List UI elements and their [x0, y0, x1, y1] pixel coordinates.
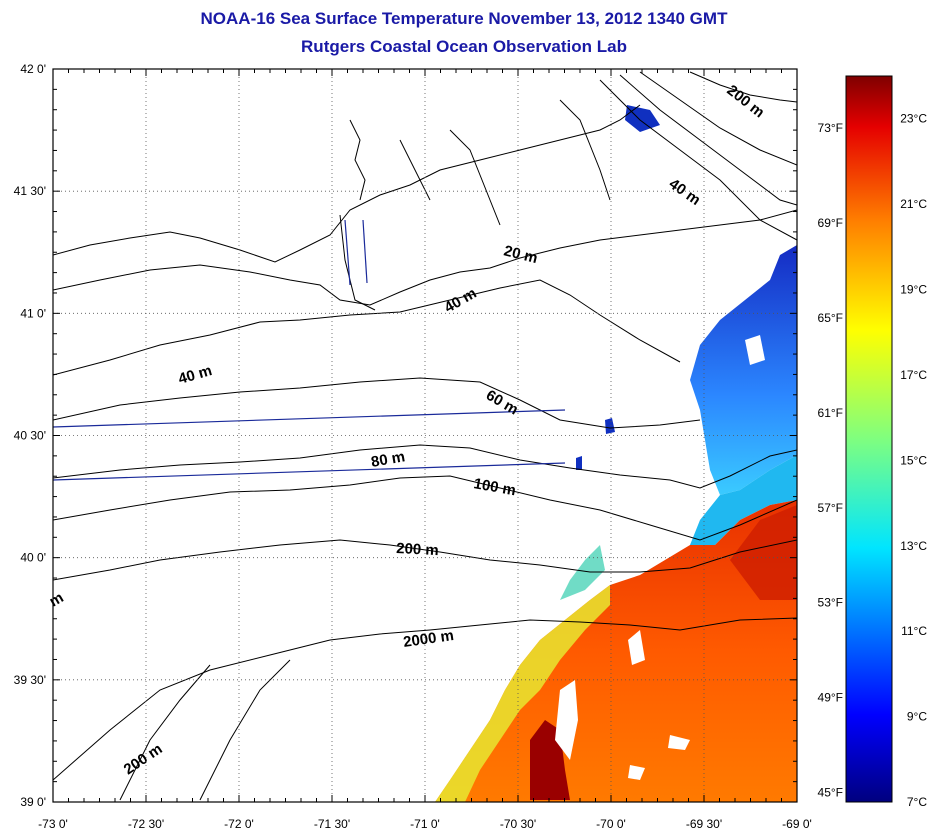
contour-label: 40 m	[176, 362, 214, 388]
x-tick-label: -69 0'	[782, 817, 812, 831]
colorbar-fahrenheit-label: 57°F	[818, 501, 843, 515]
x-tick-label: -71 0'	[410, 817, 440, 831]
contour-label: 40 m	[666, 175, 704, 209]
colorbar-fahrenheit-label: 45°F	[818, 786, 843, 800]
colorbar-celsius-label: 7°C	[907, 795, 927, 809]
contour-label: m	[47, 589, 67, 610]
y-tick-label: 41 30'	[14, 184, 46, 198]
x-tick-labels: -73 0' -72 30' -72 0' -71 30' -71 0' -70 30' -…	[38, 817, 812, 831]
y-tick-label: 42 0'	[20, 62, 46, 76]
x-tick-label: -70 30'	[500, 817, 536, 831]
colorbar-fahrenheit-label: 49°F	[818, 691, 843, 705]
colorbar-celsius-label: 15°C	[900, 453, 927, 467]
colorbar-celsius-label: 13°C	[900, 539, 927, 553]
colorbar-celsius-label: 17°C	[900, 368, 927, 382]
x-tick-label: -73 0'	[38, 817, 68, 831]
y-tick-label: 40 30'	[14, 429, 46, 443]
colorbar-celsius-label: 19°C	[900, 283, 927, 297]
y-tick-label: 41 0'	[20, 306, 46, 320]
colorbar-fahrenheit-label: 73°F	[818, 121, 843, 135]
y-tick-label: 40 0'	[20, 551, 46, 565]
map-title: NOAA-16 Sea Surface Temperature November…	[200, 9, 728, 28]
colorbar-celsius-label: 23°C	[900, 112, 927, 126]
colorbar-fahrenheit-label: 53°F	[818, 596, 843, 610]
y-tick-label: 39 30'	[14, 673, 46, 687]
colorbar-fahrenheit-label: 69°F	[818, 216, 843, 230]
track-lines	[53, 219, 566, 481]
colorbar-fahrenheit-label: 65°F	[818, 311, 843, 325]
bathymetry-contours	[53, 71, 797, 801]
graticule	[53, 69, 797, 802]
frame-ticks	[52, 68, 798, 803]
colorbar-celsius-label: 21°C	[900, 197, 927, 211]
colorbar-fahrenheit-labels: 73°F 69°F 65°F 61°F 57°F 53°F 49°F 45°F	[818, 121, 843, 799]
map-subtitle: Rutgers Coastal Ocean Observation Lab	[301, 37, 627, 56]
contour-label: 200 m	[724, 82, 768, 122]
contour-label: 200 m	[121, 740, 166, 778]
colorbar-celsius-labels: 23°C 21°C 19°C 17°C 15°C 13°C 11°C 9°C 7°C	[900, 112, 927, 809]
colorbar-celsius-label: 9°C	[907, 710, 927, 724]
colorbar	[845, 75, 893, 803]
x-tick-label: -72 0'	[224, 817, 254, 831]
contour-label: 200 m	[396, 540, 439, 559]
y-tick-labels: 42 0' 41 30' 41 0' 40 30' 40 0' 39 30' 39 0'	[14, 62, 46, 809]
x-tick-label: -71 30'	[314, 817, 350, 831]
y-tick-label: 39 0'	[20, 795, 46, 809]
contour-label: 2000 m	[402, 627, 455, 651]
colorbar-fahrenheit-label: 61°F	[818, 406, 843, 420]
contour-label: 20 m	[502, 242, 539, 267]
sst-data-layer	[435, 105, 797, 802]
x-tick-label: -70 0'	[596, 817, 626, 831]
colorbar-celsius-label: 11°C	[901, 624, 927, 638]
contour-label: 40 m	[442, 285, 480, 317]
contour-label: 80 m	[370, 448, 407, 471]
contour-label: 100 m	[472, 475, 517, 499]
x-tick-label: -72 30'	[128, 817, 164, 831]
x-tick-label: -69 30'	[686, 817, 722, 831]
